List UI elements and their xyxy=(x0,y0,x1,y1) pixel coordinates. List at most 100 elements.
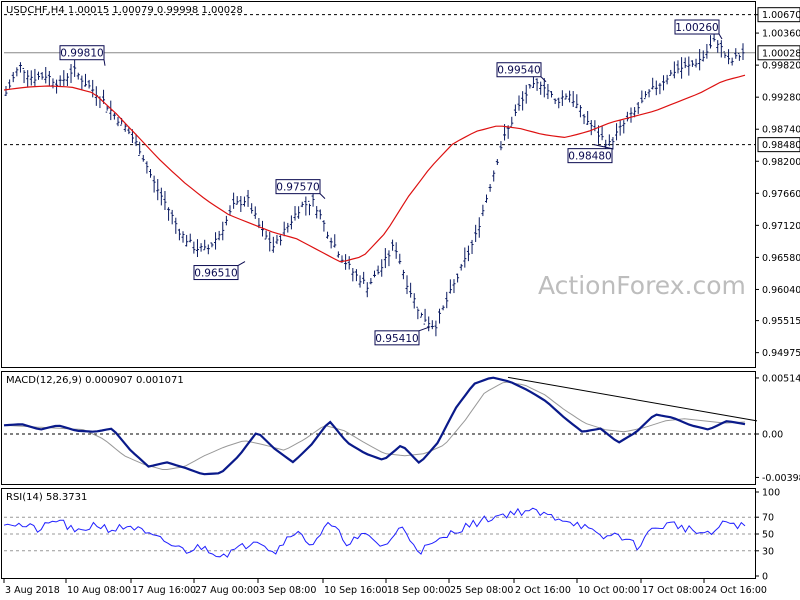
price-bar xyxy=(156,179,160,201)
price-bar xyxy=(376,265,380,275)
price-bar xyxy=(474,224,478,242)
price-bar xyxy=(719,40,723,58)
price-annotation-label: 0.98480 xyxy=(568,151,611,163)
price-bar xyxy=(568,90,572,103)
main-y-tick-label: 0.97660 xyxy=(762,189,800,200)
macd-line xyxy=(3,376,746,476)
price-bar xyxy=(441,305,445,311)
price-bar xyxy=(492,170,496,182)
price-bar xyxy=(232,192,236,209)
price-bar xyxy=(347,256,351,270)
price-bar xyxy=(466,245,470,262)
price-bar xyxy=(669,69,673,76)
price-bar xyxy=(557,97,561,109)
x-tick-label: 17 Oct 08:00 xyxy=(642,585,704,596)
price-bar xyxy=(195,239,199,258)
current-price-label: 1.00028 xyxy=(762,48,800,59)
price-bar xyxy=(239,195,243,213)
price-bar xyxy=(199,243,203,252)
price-bar xyxy=(307,200,311,216)
price-bar xyxy=(116,117,120,127)
price-annotation-leader xyxy=(593,144,613,150)
price-bar xyxy=(723,51,727,59)
price-bar xyxy=(138,141,142,156)
price-bar xyxy=(394,242,398,259)
price-bar xyxy=(170,209,174,225)
price-bar xyxy=(329,237,333,249)
price-annotation-leader xyxy=(237,261,246,266)
price-bar xyxy=(203,239,207,251)
price-bar xyxy=(665,74,669,85)
price-bar xyxy=(47,70,51,86)
price-bar xyxy=(528,84,532,89)
macd-title: MACD(12,26,9) 0.000907 0.001071 xyxy=(6,375,184,386)
main-y-tick-label: 0.98200 xyxy=(762,157,800,168)
price-bar xyxy=(481,204,485,217)
price-bar xyxy=(401,269,405,280)
price-annotation-box xyxy=(374,330,420,346)
price-annotation-label: 0.97570 xyxy=(276,182,319,194)
price-bar xyxy=(651,77,655,90)
price-bar xyxy=(521,91,525,111)
x-tick-label: 10 Sep 16:00 xyxy=(324,585,387,596)
price-bar xyxy=(134,133,138,147)
rsi-y-tick-label: 0 xyxy=(762,572,768,583)
price-bar xyxy=(351,268,355,282)
price-bar xyxy=(62,70,66,86)
price-bar xyxy=(304,196,308,216)
price-bar xyxy=(618,119,622,136)
price-bar xyxy=(65,73,69,86)
price-bar xyxy=(495,159,499,166)
price-annotation: 0.96510 xyxy=(193,261,246,281)
price-bar xyxy=(315,206,319,219)
macd-signal-line xyxy=(3,381,746,470)
price-bar xyxy=(297,206,301,219)
price-bar xyxy=(275,234,279,245)
main-y-tick-label: 0.98740 xyxy=(762,125,800,136)
price-annotation-label: 0.96510 xyxy=(194,268,237,280)
price-bar xyxy=(163,191,167,211)
price-annotation: 1.00260 xyxy=(674,19,723,40)
price-bar xyxy=(123,123,127,132)
price-bar xyxy=(694,58,698,68)
price-bar xyxy=(217,230,221,241)
macd-y-tick-label: 0.00 xyxy=(762,429,783,440)
main-y-tick-label: 1.00670 xyxy=(762,10,800,21)
price-bar xyxy=(242,196,246,207)
price-bar xyxy=(633,107,637,118)
price-bar xyxy=(622,120,626,134)
price-bar xyxy=(708,35,712,49)
price-bar xyxy=(654,80,658,96)
price-bar xyxy=(629,107,633,123)
main-y-tick-label: 0.96580 xyxy=(762,253,800,264)
main-y-tick-label: 0.97120 xyxy=(762,221,800,232)
price-bar xyxy=(206,244,210,255)
main-y-tick-label: 0.94975 xyxy=(762,348,800,359)
main-y-tick-label: 0.99820 xyxy=(762,61,800,72)
price-bar xyxy=(737,53,741,61)
price-bar xyxy=(177,228,181,241)
price-bar xyxy=(333,234,337,248)
macd-layer xyxy=(3,376,758,476)
price-bar xyxy=(358,275,362,288)
price-bar xyxy=(40,72,44,80)
price-bar xyxy=(279,235,283,246)
price-bar xyxy=(687,56,691,76)
main-y-tick-label: 1.00360 xyxy=(762,29,800,40)
price-bar xyxy=(524,84,528,104)
price-bar xyxy=(680,57,684,79)
price-bar xyxy=(564,93,568,100)
price-bar xyxy=(37,71,41,80)
price-bar xyxy=(477,217,481,238)
price-bar xyxy=(73,58,77,77)
rsi-y-tick-label: 30 xyxy=(762,546,774,557)
price-bar xyxy=(730,57,734,66)
support-level-label: 0.98480 xyxy=(762,140,800,151)
price-annotation-leader xyxy=(718,33,723,40)
price-bar xyxy=(607,134,611,147)
price-bar xyxy=(44,67,48,84)
x-tick-label: 2 Oct 16:00 xyxy=(515,585,571,596)
price-bar xyxy=(640,90,644,104)
price-bar xyxy=(412,293,416,309)
main-y-tick-label: 0.95515 xyxy=(762,316,800,327)
